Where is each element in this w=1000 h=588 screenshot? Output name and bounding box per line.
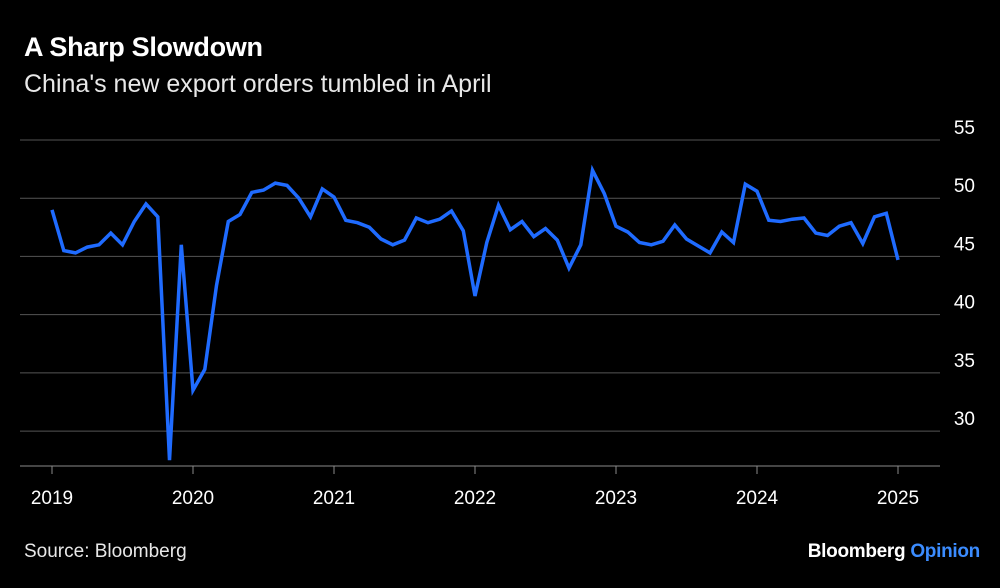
brand-secondary: Opinion <box>910 541 980 562</box>
y-tick-label: 45 <box>954 234 975 255</box>
source-note: Source: Bloomberg <box>24 541 187 562</box>
x-tick-label: 2025 <box>877 488 919 509</box>
x-tick-label: 2021 <box>313 488 355 509</box>
y-tick-label: 35 <box>954 351 975 372</box>
brand-logo: Bloomberg Opinion <box>807 541 981 563</box>
y-tick-label: 30 <box>954 409 975 430</box>
series-line <box>50 164 900 461</box>
chart-title: A Sharp Slowdown <box>24 32 263 62</box>
x-tick-label: 2022 <box>454 488 496 509</box>
x-axis: 2019 2020 2021 2022 2023 2024 2025 <box>20 465 940 509</box>
x-tick-label: 2024 <box>736 488 779 509</box>
x-tick-label: 2019 <box>31 488 73 509</box>
brand-primary: Bloomberg <box>807 541 906 562</box>
x-tick-label: 2023 <box>595 488 637 509</box>
y-tick-label: 50 <box>954 176 975 197</box>
y-axis: 30 35 40 45 50 55 <box>954 118 975 430</box>
x-tick-label: 2020 <box>172 488 214 509</box>
y-tick-label: 40 <box>954 293 975 314</box>
y-tick-label: 55 <box>954 118 975 139</box>
series-layer <box>50 164 900 461</box>
gridlines <box>20 139 940 432</box>
chart-subtitle: China's new export orders tumbled in Apr… <box>24 70 492 98</box>
